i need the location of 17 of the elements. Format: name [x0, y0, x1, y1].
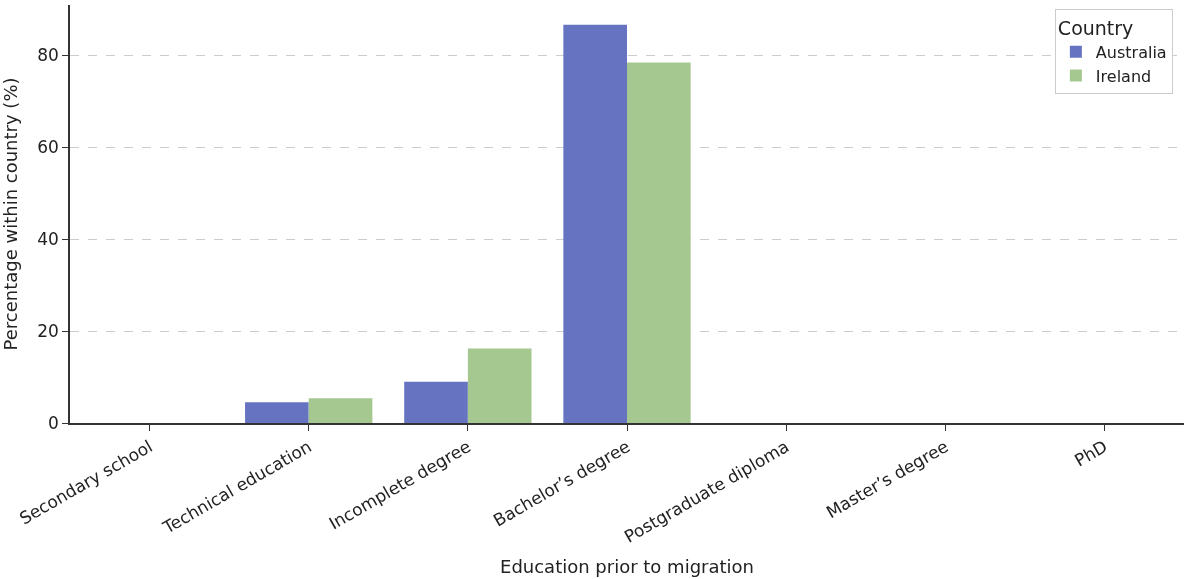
- x-axis-title: Education prior to migration: [500, 556, 754, 578]
- legend-label: Australia: [1095, 43, 1167, 63]
- y-tick-label: 80: [37, 45, 59, 66]
- bar: [308, 398, 373, 423]
- bar: [404, 381, 468, 423]
- x-tick-label: PhD: [1071, 436, 1111, 471]
- y-axis-title: Percentage within country (%): [0, 77, 21, 351]
- y-tick-label: 20: [37, 321, 59, 342]
- y-tick-label: 0: [48, 412, 59, 433]
- legend-title: Country: [1057, 16, 1134, 39]
- bar: [467, 348, 532, 423]
- y-tick-label: 60: [37, 137, 59, 158]
- legend-label: Ireland: [1095, 66, 1152, 86]
- bar: [563, 24, 627, 423]
- y-tick-label: 40: [37, 229, 59, 250]
- bar: [245, 402, 309, 423]
- bar: [627, 62, 691, 423]
